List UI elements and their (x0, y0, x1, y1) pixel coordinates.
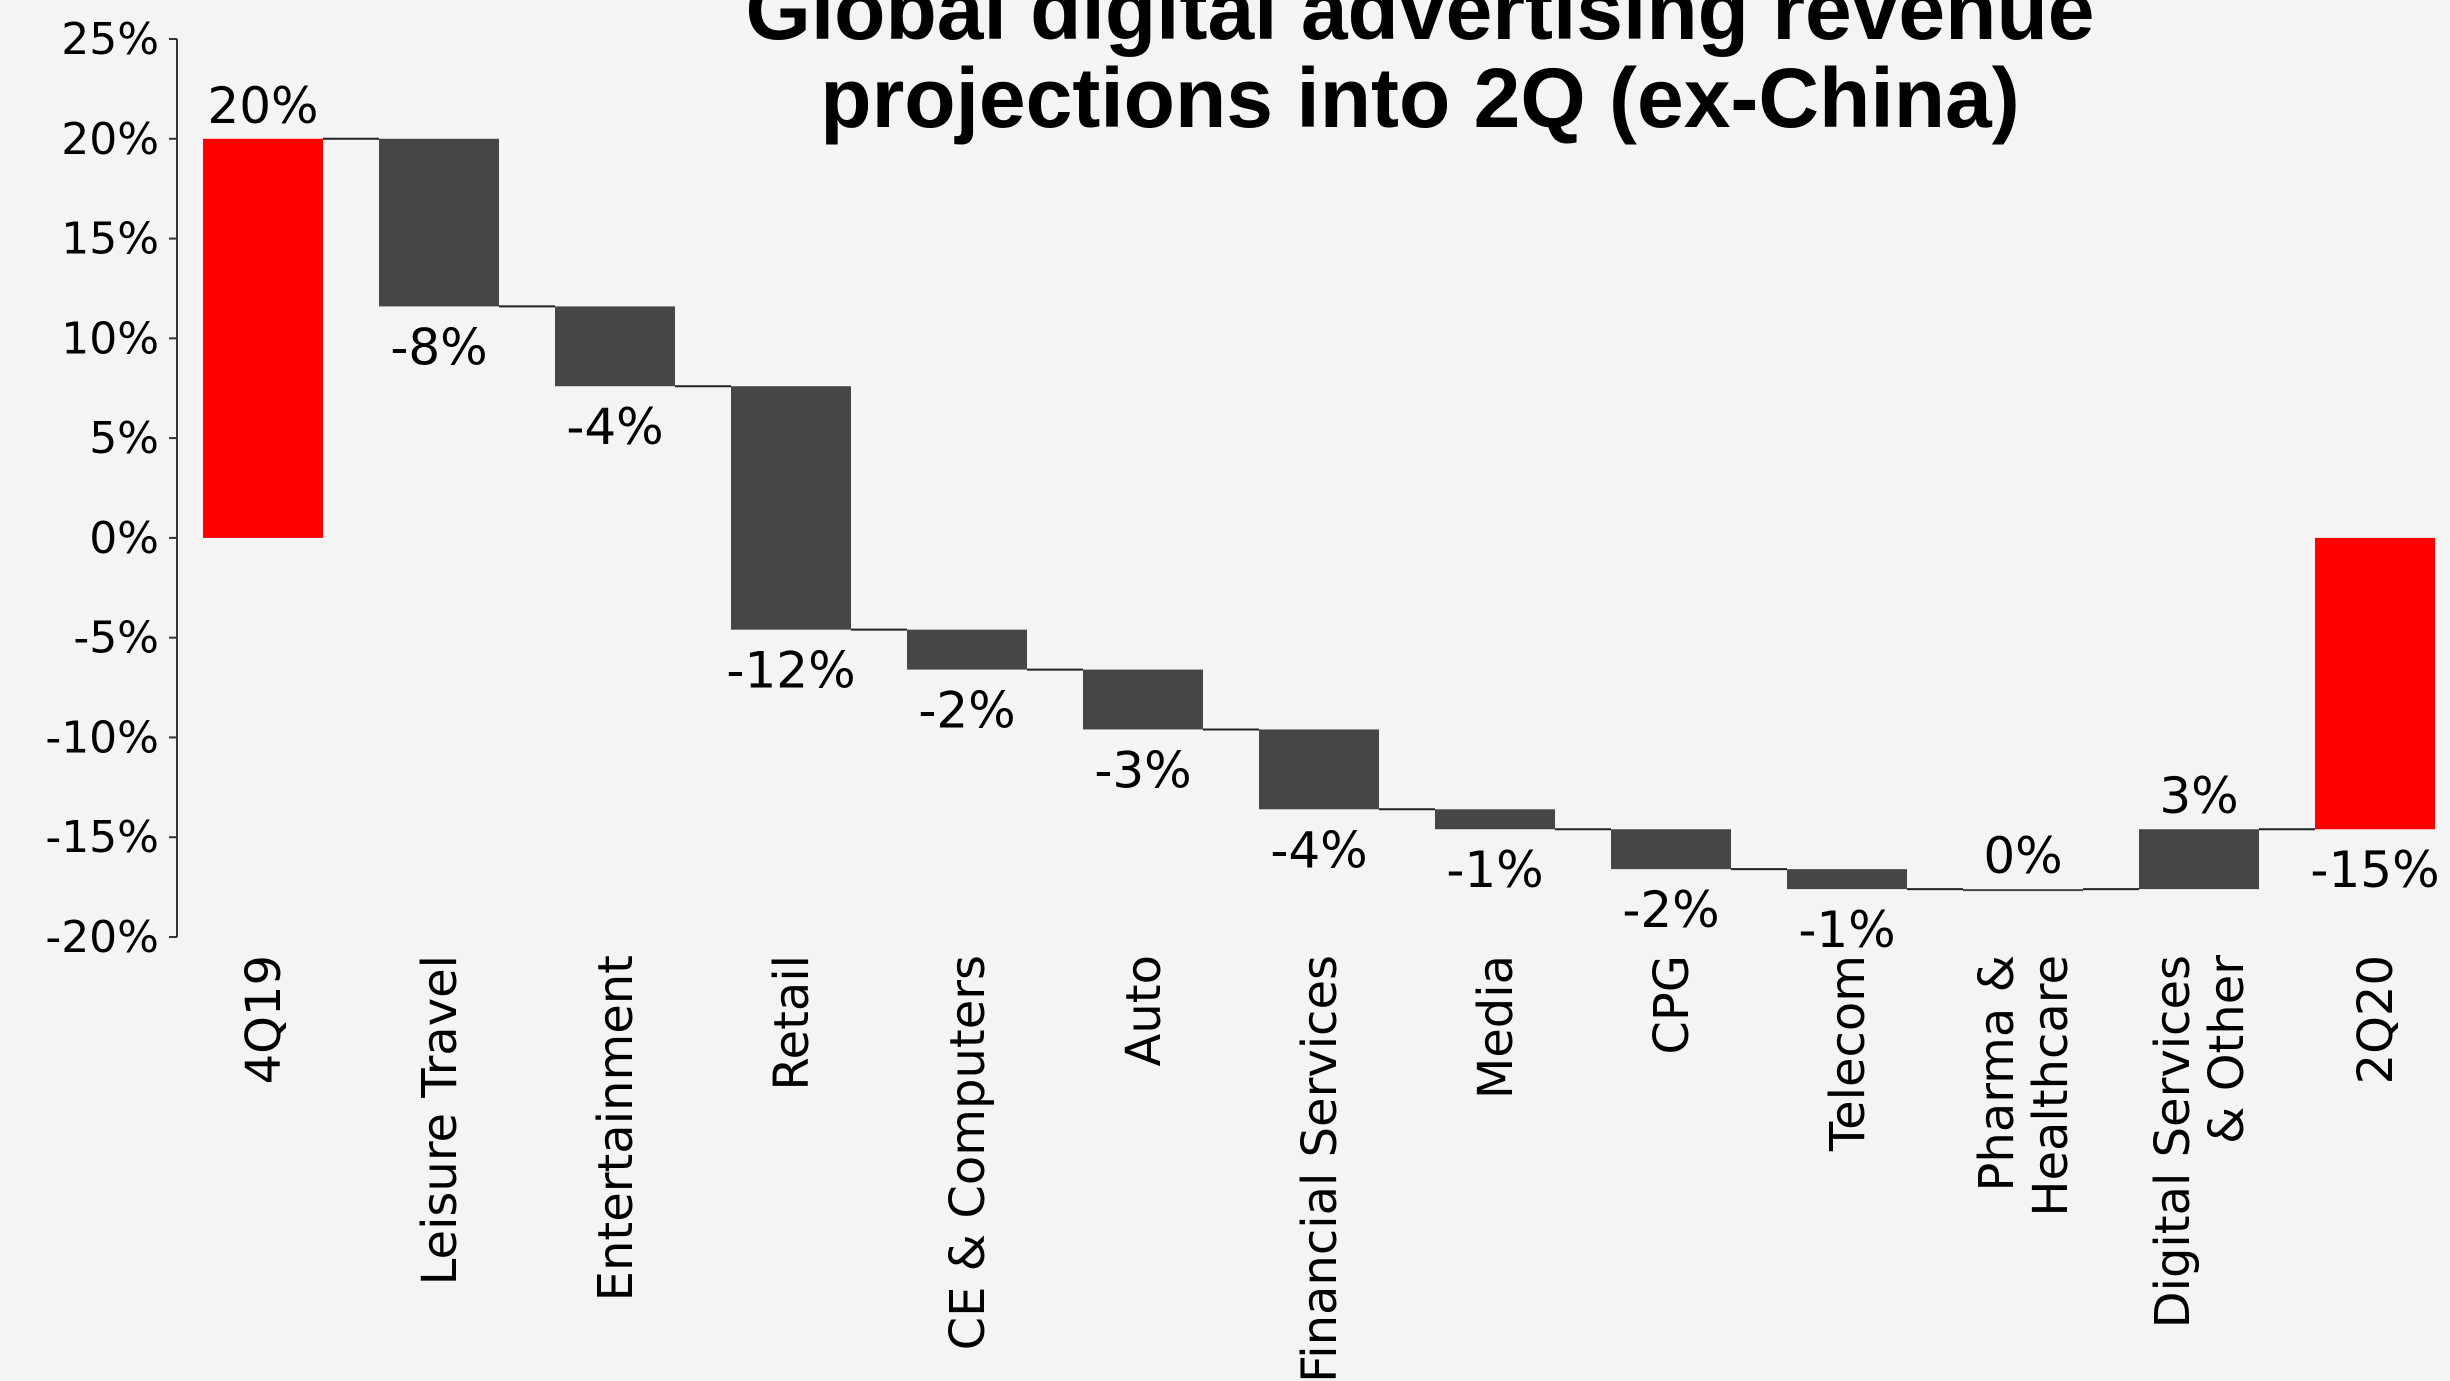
bar (379, 138, 499, 307)
chart-title-line-2: projections into 2Q (ex-China) (820, 51, 2020, 145)
x-tick-label: Auto (1116, 955, 1172, 1066)
bar (1963, 889, 2083, 892)
bar (2139, 829, 2259, 890)
data-label: -4% (1270, 821, 1367, 879)
bar (1259, 729, 1379, 810)
bar (1611, 829, 1731, 870)
x-tick-label: Digital Services (2145, 955, 2201, 1328)
data-label: 3% (2159, 767, 2238, 825)
y-tick-label: 10% (61, 313, 159, 364)
x-tick-label: CPG (1644, 955, 1700, 1055)
bar (2315, 537, 2435, 830)
y-tick-label: 5% (89, 413, 159, 464)
bar (1083, 669, 1203, 730)
bar (1435, 809, 1555, 830)
y-tick-label: -15% (45, 812, 159, 863)
data-label: -4% (566, 398, 663, 456)
bar (731, 386, 851, 630)
y-tick-label: 15% (61, 214, 159, 265)
x-tick-label: Healthcare (2023, 955, 2079, 1217)
data-label: -1% (1798, 901, 1895, 959)
x-tick-label: 4Q19 (236, 955, 292, 1084)
x-tick-label: Entertainment (588, 955, 644, 1301)
x-tick-label: 2Q20 (2348, 955, 2404, 1084)
y-tick-label: 20% (61, 114, 159, 165)
y-tick-label: -20% (45, 912, 159, 963)
data-label: 20% (207, 77, 318, 135)
data-label: -2% (1622, 881, 1719, 939)
x-tick-label: CE & Computers (940, 955, 996, 1350)
data-label: -15% (2310, 841, 2439, 899)
y-tick-label: 0% (89, 513, 159, 564)
bar (907, 629, 1027, 670)
x-tick-label: Telecom (1820, 955, 1876, 1152)
y-tick-label: -10% (45, 712, 159, 763)
data-label: -12% (726, 642, 855, 700)
data-label: -2% (918, 682, 1015, 740)
data-label: 0% (1983, 827, 2062, 885)
x-tick-label: Retail (764, 955, 820, 1091)
data-label: -1% (1446, 841, 1543, 899)
data-label: -3% (1094, 741, 1191, 799)
x-tick-label: Media (1468, 955, 1524, 1099)
bar (1787, 869, 1907, 890)
y-tick-label: -5% (73, 613, 159, 664)
chart-title-line-1: Global digital advertising revenue (745, 0, 2095, 57)
bar (555, 306, 675, 387)
bar (203, 138, 323, 538)
data-label: -8% (390, 318, 487, 376)
x-tick-label: Financial Services (1292, 955, 1348, 1381)
x-tick-label: Leisure Travel (412, 955, 468, 1285)
x-tick-label: & Other (2199, 955, 2255, 1144)
y-tick-label: 25% (61, 14, 159, 65)
x-tick-label: Pharma & (1969, 955, 2025, 1192)
